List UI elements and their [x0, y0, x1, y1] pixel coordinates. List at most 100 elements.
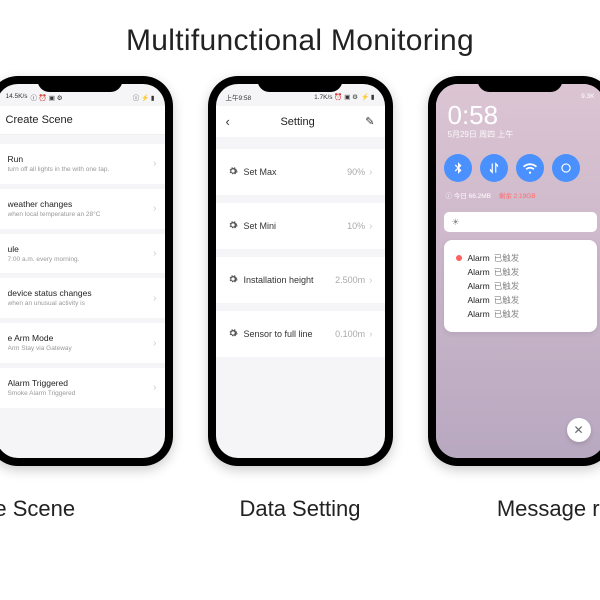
gear-icon: [228, 217, 238, 235]
time: 0:58: [448, 100, 514, 131]
notif-app: Alarm: [468, 309, 490, 319]
notif-text: 已触发: [494, 280, 520, 292]
caption: Data Setting: [192, 496, 408, 522]
phone-message-reminder: 9.3K 0:58 5月29日 周四 上午 ⓘ 今日 66.2MB: [428, 76, 600, 466]
phone-notch: [258, 76, 343, 92]
notification-row: Alarm 已触发: [456, 280, 585, 292]
list-item[interactable]: ule 7:00 a.m. every morning. ›: [0, 234, 165, 274]
chevron-right-icon: ›: [369, 329, 372, 340]
setting-label: Set Max: [244, 167, 277, 177]
data-usage: ⓘ 今日 66.2MB 剩余 2.19GB: [446, 190, 536, 200]
settings-list: Set Max 90% › Set Mini 10% › Installation …: [216, 137, 385, 369]
chevron-right-icon: ›: [369, 221, 372, 232]
notif-app: Alarm: [468, 295, 490, 305]
bluetooth-toggle[interactable]: [444, 154, 472, 182]
setting-value: 2.500m: [335, 275, 365, 285]
screen-title: Setting: [280, 116, 314, 128]
setting-label: Installation height: [244, 275, 314, 285]
brightness-slider[interactable]: ☀: [444, 212, 597, 232]
chevron-right-icon: ›: [153, 203, 156, 214]
chevron-right-icon: ›: [153, 338, 156, 349]
setting-row[interactable]: Sensor to full line 0.100m›: [216, 311, 385, 357]
date: 5月29日 周四 上午: [448, 129, 514, 140]
captions-row: ate Scene Data Setting Message ren: [0, 474, 600, 522]
setting-value: 10%: [347, 221, 365, 231]
gear-icon: [228, 325, 238, 343]
setting-value: 90%: [347, 167, 365, 177]
status-right: ⚡ ▮: [361, 93, 374, 101]
chevron-right-icon: ›: [153, 382, 156, 393]
chevron-right-icon: ›: [369, 167, 372, 178]
phone-notch: [38, 76, 123, 92]
setting-label: Set Mini: [244, 221, 277, 231]
item-title: Alarm Triggered: [8, 378, 154, 388]
setting-row[interactable]: Installation height 2.500m ›: [216, 257, 385, 303]
gear-icon: [228, 163, 238, 181]
notification-card[interactable]: Alarm 已触发 Alarm 已触发 Alarm 已触发 Alarm 已触发 Alar…: [444, 240, 597, 332]
notif-app: Alarm: [468, 281, 490, 291]
list-item[interactable]: Alarm Triggered Smoke Alarm Triggered ›: [0, 368, 165, 408]
item-title: device status changes: [8, 288, 154, 298]
setting-row[interactable]: Set Mini 10% ›: [216, 203, 385, 249]
app-dot-icon: [456, 255, 462, 261]
status-traffic: 14.5K/s: [6, 93, 28, 100]
phones-row: 14.5K/s ⓘ ⏰ ▣ ⚙ ⓘ ⚡ ▮ Create Scene Run tu…: [0, 76, 600, 466]
caption: Message ren: [408, 496, 600, 522]
item-subtitle: Smoke Alarm Triggered: [8, 390, 154, 398]
data-toggle[interactable]: [480, 154, 508, 182]
status-mid: 1.7K/s ⏰ ▣ ⚙: [314, 93, 358, 101]
scene-list: Run turn off all lights in the with one t…: [0, 135, 165, 417]
setting-row[interactable]: Set Max 90% ›: [216, 149, 385, 195]
back-button[interactable]: ‹: [226, 114, 230, 129]
chevron-right-icon: ›: [153, 248, 156, 259]
notif-text: 已触发: [494, 266, 520, 278]
notification-row: Alarm 已触发: [456, 308, 585, 320]
item-subtitle: when local temperature an 28°C: [8, 211, 154, 219]
close-button[interactable]: ✕: [567, 418, 591, 442]
item-subtitle: turn off all lights in the with one tap.: [8, 166, 154, 174]
phone-create-scene: 14.5K/s ⓘ ⏰ ▣ ⚙ ⓘ ⚡ ▮ Create Scene Run tu…: [0, 76, 173, 466]
notification-row: Alarm 已触发: [456, 294, 585, 306]
item-title: weather changes: [8, 199, 154, 209]
edit-button[interactable]: ✎: [365, 115, 374, 128]
notif-text: 已触发: [494, 308, 520, 320]
status-right: ⓘ ⚡ ▮: [133, 92, 155, 102]
list-item[interactable]: device status changes when an unusual act…: [0, 278, 165, 318]
item-title: Run: [8, 154, 154, 164]
chevron-right-icon: ›: [369, 275, 372, 286]
data-today: ⓘ 今日 66.2MB: [446, 193, 492, 200]
screen-title: Create Scene: [0, 106, 165, 135]
status-time: 上午9:58: [226, 92, 252, 102]
status-traffic: 9.3K: [581, 93, 594, 100]
data-remaining: 剩余 2.19GB: [499, 193, 536, 200]
quick-toggles: [444, 154, 600, 182]
list-item[interactable]: weather changes when local temperature an…: [0, 189, 165, 229]
setting-value: 0.100m: [335, 329, 365, 339]
item-subtitle: when an unusual activity is: [8, 300, 154, 308]
notif-app: Alarm: [468, 267, 490, 277]
notif-text: 已触发: [494, 294, 520, 306]
notification-row: Alarm 已触发: [456, 252, 585, 264]
caption: ate Scene: [0, 496, 192, 522]
list-item[interactable]: Run turn off all lights in the with one t…: [0, 144, 165, 184]
chevron-right-icon: ›: [153, 293, 156, 304]
brightness-icon: ☀: [452, 217, 460, 228]
list-item[interactable]: e Arm Mode Arm Stay via Gateway ›: [0, 323, 165, 363]
chevron-right-icon: ›: [153, 158, 156, 169]
item-title: ule: [8, 244, 154, 254]
notif-app: Alarm: [468, 253, 490, 263]
notif-text: 已触发: [494, 252, 520, 264]
phone-notch: [478, 76, 563, 92]
page-title: Multifunctional Monitoring: [0, 0, 600, 76]
more-toggle[interactable]: [552, 154, 580, 182]
item-title: e Arm Mode: [8, 333, 154, 343]
status-icons: ⓘ ⏰ ▣ ⚙: [31, 92, 63, 102]
settings-header: ‹ Setting ✎: [216, 106, 385, 137]
notification-row: Alarm 已触发: [456, 266, 585, 278]
item-subtitle: 7:00 a.m. every morning.: [8, 256, 154, 264]
phone-data-setting: 上午9:58 1.7K/s ⏰ ▣ ⚙ ⚡ ▮ ‹ Setting ✎ Set …: [208, 76, 393, 466]
item-subtitle: Arm Stay via Gateway: [8, 345, 154, 353]
lock-time: 0:58 5月29日 周四 上午: [448, 100, 514, 140]
wifi-toggle[interactable]: [516, 154, 544, 182]
gear-icon: [228, 271, 238, 289]
